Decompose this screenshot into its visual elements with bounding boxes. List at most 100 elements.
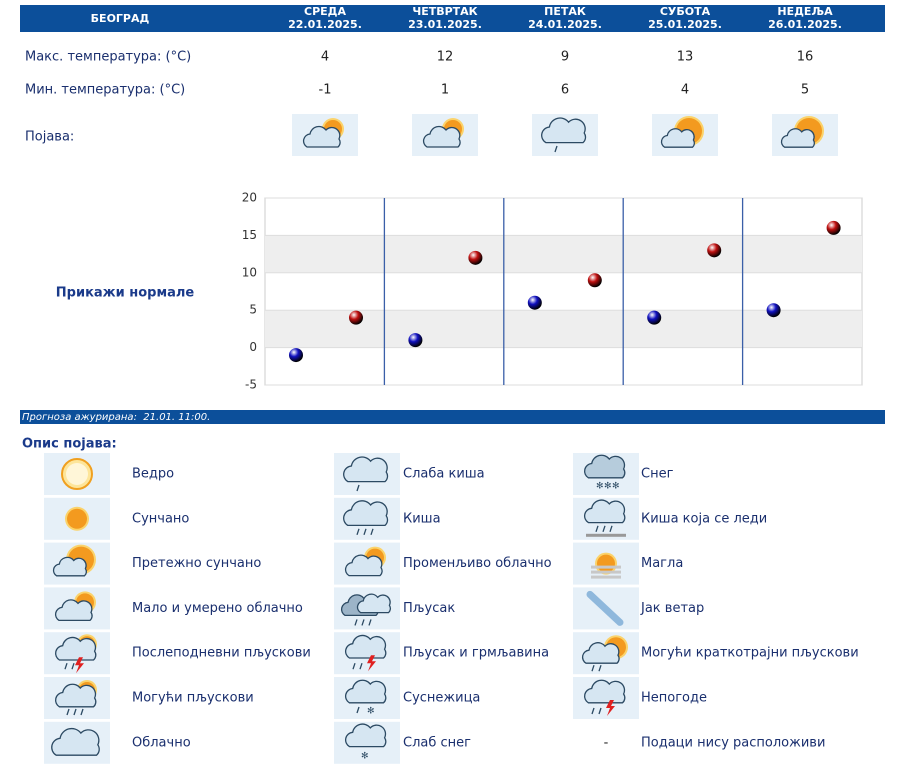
legend-label: Сунчано bbox=[132, 511, 189, 526]
fog bbox=[591, 570, 621, 574]
phenomena-label: Појава: bbox=[25, 130, 74, 145]
drop bbox=[66, 708, 70, 716]
drop bbox=[354, 619, 358, 626]
cloud bbox=[422, 125, 461, 148]
bolt bbox=[75, 657, 84, 674]
bolt bbox=[367, 655, 376, 672]
day-date: 22.01.2025. bbox=[288, 18, 362, 31]
band bbox=[265, 310, 862, 348]
max-temp: 4 bbox=[321, 50, 329, 65]
plot-area bbox=[264, 197, 863, 386]
day-date: 25.01.2025. bbox=[648, 18, 722, 31]
cloud bbox=[55, 636, 97, 661]
cloud bbox=[343, 456, 389, 483]
drop bbox=[595, 525, 599, 533]
icon bbox=[334, 542, 400, 585]
icon bbox=[334, 587, 400, 630]
drop bbox=[598, 664, 602, 672]
point bbox=[826, 220, 841, 235]
icon bbox=[44, 497, 110, 540]
flake: ✻ bbox=[361, 751, 369, 761]
cloud bbox=[302, 125, 341, 148]
day-name: НЕДЕЉА bbox=[777, 5, 833, 18]
flake: ✻ bbox=[596, 482, 604, 492]
cloud bbox=[51, 727, 100, 756]
min-temp: 6 bbox=[561, 83, 569, 98]
max-label: Макс. температура: (°C) bbox=[25, 50, 191, 65]
max-temp: 9 bbox=[561, 50, 569, 65]
normals-link[interactable]: Прикажи нормале bbox=[56, 286, 195, 301]
drop bbox=[363, 528, 367, 536]
icon bbox=[772, 114, 838, 156]
drop bbox=[370, 528, 374, 536]
min-temp: 1 bbox=[441, 83, 449, 98]
legend-label: Јак ветар bbox=[640, 601, 704, 616]
legend-label: Суснежица bbox=[403, 691, 480, 706]
drop bbox=[598, 707, 602, 715]
legend-label: Слаба киша bbox=[403, 467, 485, 482]
sun bbox=[67, 508, 87, 529]
y-tick-label: 20 bbox=[242, 191, 257, 205]
cloud bbox=[780, 128, 816, 148]
drop bbox=[554, 145, 558, 153]
icon bbox=[334, 453, 400, 495]
cloud bbox=[344, 554, 383, 577]
fog bbox=[591, 565, 621, 569]
legend-label: Могући пљускови bbox=[132, 691, 254, 706]
icon: ✻ ✻ ✻ bbox=[573, 453, 639, 495]
point bbox=[707, 243, 722, 258]
drop bbox=[73, 708, 77, 716]
icon bbox=[334, 497, 400, 540]
icon bbox=[573, 677, 639, 719]
drop bbox=[352, 662, 356, 670]
drop bbox=[602, 525, 606, 533]
header-bar bbox=[20, 5, 885, 32]
drop bbox=[361, 619, 365, 626]
legend-label: Могући краткотрајни пљускови bbox=[641, 646, 859, 661]
drop bbox=[609, 525, 613, 533]
legend-label: Киша bbox=[403, 511, 441, 526]
fog bbox=[591, 575, 621, 579]
ice bbox=[586, 533, 626, 537]
icon bbox=[532, 114, 598, 156]
point bbox=[587, 273, 602, 288]
icon bbox=[292, 114, 358, 156]
point bbox=[647, 310, 662, 325]
drop bbox=[71, 662, 75, 670]
legend-label: Променљиво облачно bbox=[403, 556, 552, 571]
legend-label: Послеподневни пљускови bbox=[132, 646, 311, 661]
legend-label: Ведро bbox=[132, 467, 174, 482]
cloud bbox=[356, 593, 392, 614]
point bbox=[766, 303, 781, 318]
y-tick-label: 15 bbox=[242, 228, 257, 242]
legend-label: Претежно сунчано bbox=[132, 556, 261, 571]
sun bbox=[66, 463, 88, 485]
sun bbox=[597, 554, 615, 573]
drop bbox=[359, 662, 363, 670]
icon bbox=[573, 542, 639, 585]
icon bbox=[44, 587, 110, 630]
legend-label: Снег bbox=[641, 467, 674, 482]
drop bbox=[356, 484, 360, 492]
cloud bbox=[541, 117, 587, 144]
point bbox=[527, 295, 542, 310]
cloud bbox=[345, 679, 387, 704]
y-tick-label: 0 bbox=[249, 340, 257, 354]
point bbox=[468, 250, 483, 265]
legend-label: Пљусак bbox=[403, 601, 455, 616]
drop bbox=[64, 662, 68, 670]
max-temp: 16 bbox=[797, 50, 814, 65]
day-name: СУБОТА bbox=[660, 5, 711, 18]
cloud bbox=[345, 723, 387, 748]
icon bbox=[44, 632, 110, 675]
cloud bbox=[343, 500, 389, 527]
cloud bbox=[52, 556, 88, 577]
updated: Прогноза ажурирана: 21.01. 11:00. bbox=[22, 412, 210, 423]
y-tick-label: 10 bbox=[242, 265, 257, 279]
point bbox=[408, 333, 423, 348]
icon: ✻ bbox=[334, 677, 400, 719]
drop bbox=[356, 706, 360, 714]
y-tick-label: 5 bbox=[249, 303, 257, 317]
flake: ✻ bbox=[367, 707, 375, 717]
